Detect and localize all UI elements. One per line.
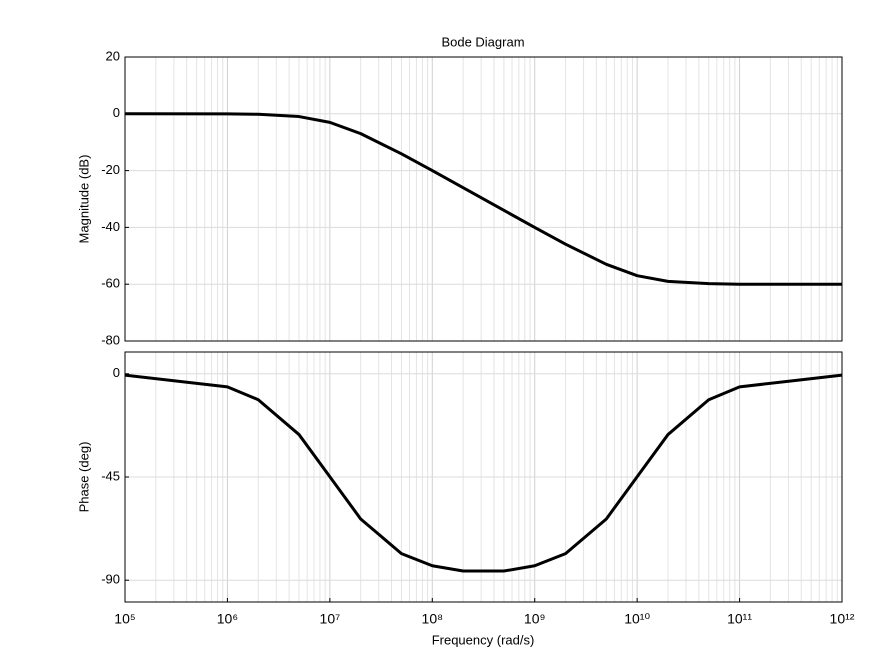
x-tick-label: 10⁹ xyxy=(524,611,546,627)
y-axis-label: Magnitude (dB) xyxy=(76,155,91,244)
y-tick-label: -60 xyxy=(101,276,120,291)
plot-frame xyxy=(124,351,843,603)
x-tick-label: 10⁶ xyxy=(217,611,238,627)
y-tick-label: -20 xyxy=(101,162,120,177)
y-tick-label: -45 xyxy=(101,468,120,483)
x-axis-label: Frequency (rad/s) xyxy=(432,632,535,647)
y-tick-label: -90 xyxy=(101,572,120,587)
chart-title: Bode Diagram xyxy=(441,34,524,49)
x-tick-label: 10¹² xyxy=(830,611,855,627)
line xyxy=(124,373,843,573)
x-tick-label: 10¹¹ xyxy=(727,611,752,627)
y-tick-label: 0 xyxy=(113,105,120,120)
y-tick-label: 0 xyxy=(113,365,120,380)
y-tick-label: -80 xyxy=(101,332,120,347)
x-tick-label: 10⁵ xyxy=(114,611,135,627)
plot-frame xyxy=(124,56,843,342)
y-tick-label: -40 xyxy=(101,219,120,234)
y-axis-label: Phase (deg) xyxy=(76,442,91,513)
x-tick-label: 10⁷ xyxy=(320,611,341,627)
x-tick-label: 10¹⁰ xyxy=(624,611,650,627)
line xyxy=(124,112,842,286)
y-tick-label: 20 xyxy=(106,48,120,63)
x-tick-label: 10⁸ xyxy=(422,611,444,627)
